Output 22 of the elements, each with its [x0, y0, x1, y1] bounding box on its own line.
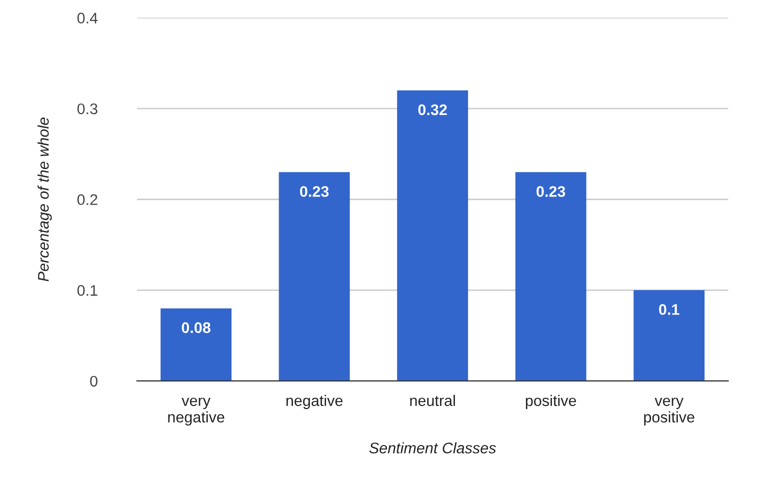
- data-label: 0.23: [300, 186, 329, 197]
- bar: [160, 308, 232, 381]
- data-label: 0.1: [659, 304, 680, 315]
- bar: [278, 172, 350, 381]
- x-tick-label: very positive: [644, 398, 694, 426]
- bar: [397, 90, 468, 381]
- y-tick-label: 0.4: [77, 12, 98, 24]
- y-tick-label: 0.1: [77, 285, 98, 296]
- bar: [515, 172, 586, 381]
- y-axis-title: Percentage of the whole: [38, 118, 52, 282]
- x-tick-label: negative: [286, 394, 343, 410]
- bar: [634, 290, 705, 381]
- y-tick-label: 0: [90, 376, 98, 387]
- x-tick-label: neutral: [410, 394, 455, 406]
- y-tick-label: 0.3: [77, 103, 98, 114]
- data-label: 0.08: [182, 322, 210, 334]
- x-tick-label: very negative: [168, 398, 224, 426]
- data-label: 0.32: [418, 104, 447, 116]
- x-axis-title: Sentiment Classes: [369, 442, 496, 454]
- y-tick-label: 0.2: [77, 194, 98, 206]
- data-label: 0.23: [536, 186, 566, 197]
- x-tick-label: positive: [526, 394, 576, 410]
